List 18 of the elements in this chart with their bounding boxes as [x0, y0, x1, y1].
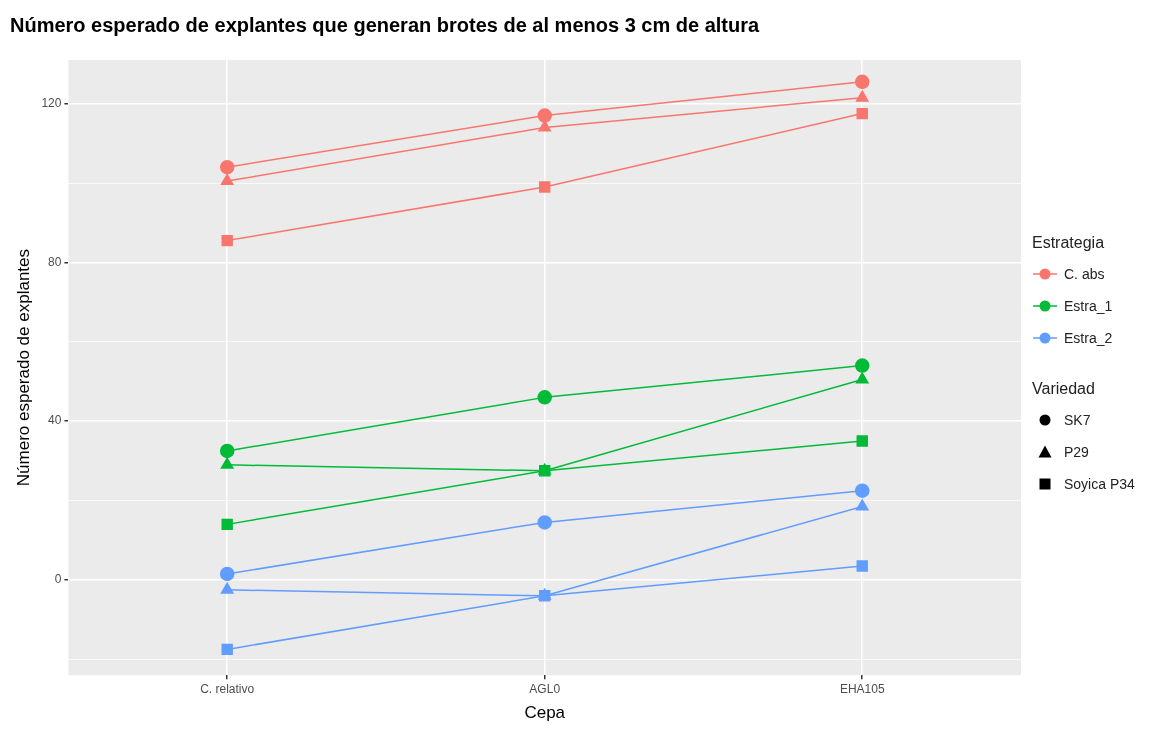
chart-title: Número esperado de explantes que generan brotes de al menos 3 cm de altura: [10, 13, 761, 36]
x-tick-label: EHA105: [839, 681, 885, 696]
text: Soyica P34: [1064, 476, 1135, 492]
y-axis-title: Número esperado de explantes: [13, 249, 33, 487]
legend-label: Estra_1: [1064, 298, 1113, 314]
legend-label: C. abs: [1064, 266, 1105, 282]
x-tick-label: AGL0: [529, 681, 561, 696]
x-tick-label: C. relativo: [200, 681, 255, 696]
y-tick-label: 120: [41, 95, 62, 110]
y-tick-label: 80: [48, 254, 62, 269]
y-tick-label: 0: [54, 572, 62, 587]
text: P29: [1064, 444, 1089, 460]
legend-title: Estrategia: [1032, 234, 1106, 252]
legend-label: Estra_2: [1064, 330, 1113, 346]
text: Variedad: [1032, 380, 1096, 398]
x-axis-title: Cepa: [524, 703, 566, 723]
text: SK7: [1064, 412, 1091, 428]
y-tick-label: 40: [48, 413, 62, 428]
